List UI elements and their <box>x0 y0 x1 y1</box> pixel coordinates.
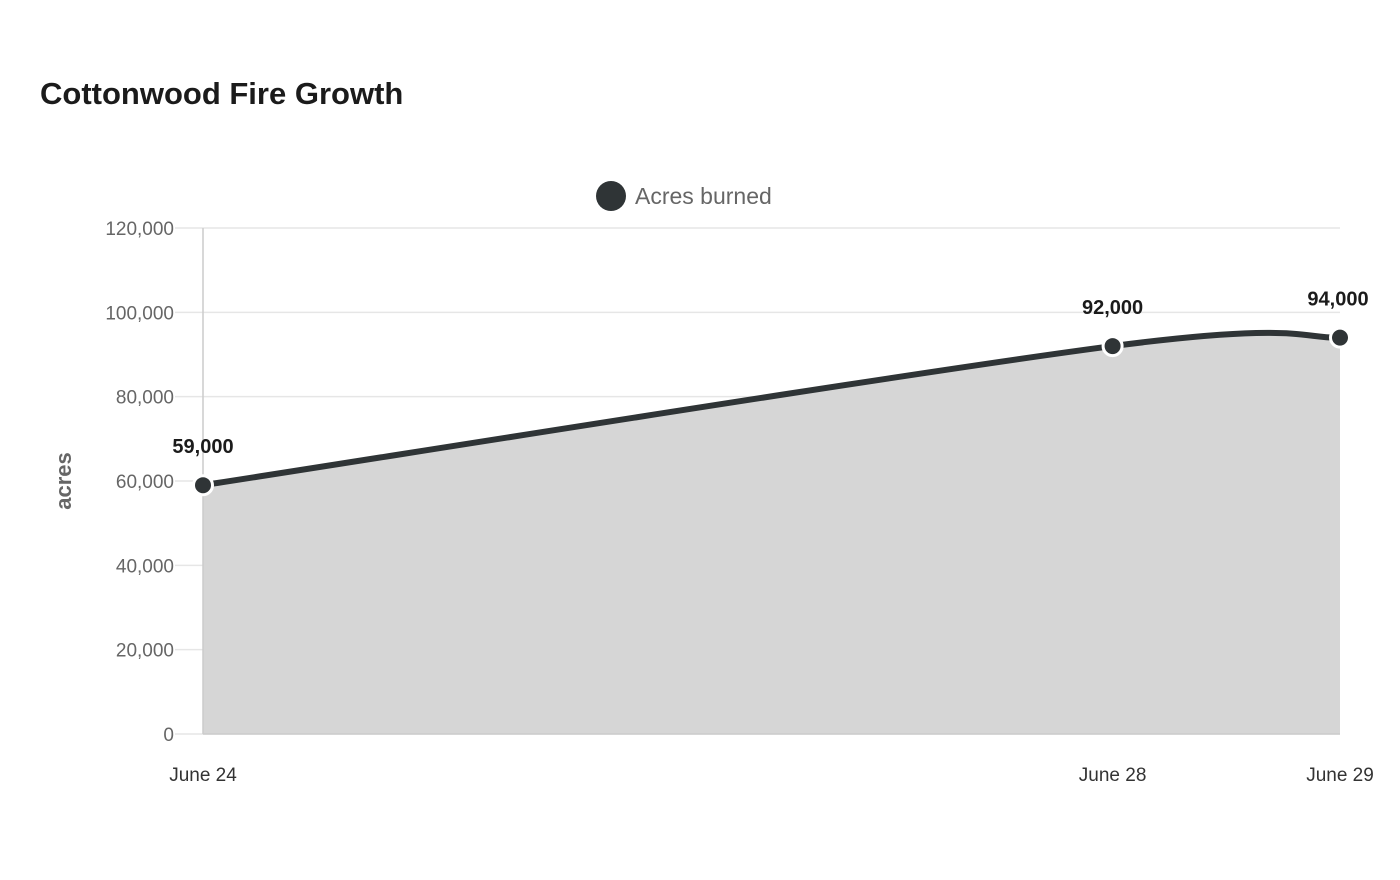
data-labels: 59,000 92,000 94,000 <box>172 289 1368 459</box>
y-tick-label: 60,000 <box>116 472 174 493</box>
y-tick-label: 120,000 <box>105 219 174 240</box>
data-point[interactable] <box>1329 326 1351 349</box>
area-fill-layer <box>203 332 1340 734</box>
data-point[interactable] <box>1101 335 1124 358</box>
y-tick-label: 20,000 <box>116 641 174 662</box>
x-tick-label: June 28 <box>1079 765 1147 786</box>
y-axis-label: acres <box>51 452 76 510</box>
legend-marker-acres-burned <box>596 181 626 211</box>
chart-title: Cottonwood Fire Growth <box>40 76 404 111</box>
data-point[interactable] <box>192 474 214 497</box>
legend[interactable]: Acres burned <box>596 181 772 211</box>
data-label: 59,000 <box>172 436 233 458</box>
series-line-acres-burned <box>200 329 1343 489</box>
data-points <box>192 326 1351 497</box>
y-tick-label: 0 <box>163 725 174 746</box>
x-tick-label: June 24 <box>169 765 237 786</box>
y-tick-label: 40,000 <box>116 556 174 577</box>
legend-label-acres-burned: Acres burned <box>635 183 772 209</box>
y-tick-label: 80,000 <box>116 388 174 409</box>
x-tick-labels: June 24 June 28 June 29 <box>169 765 1374 786</box>
x-tick-label: June 29 <box>1306 765 1374 786</box>
area-fill <box>203 332 1340 734</box>
data-label: 92,000 <box>1082 297 1143 319</box>
y-tick-label: 100,000 <box>105 303 174 324</box>
y-tick-labels: 0 20,000 40,000 60,000 80,000 100,000 120,000 <box>105 219 174 746</box>
data-label: 94,000 <box>1307 289 1368 311</box>
series-line-layer <box>200 329 1343 489</box>
